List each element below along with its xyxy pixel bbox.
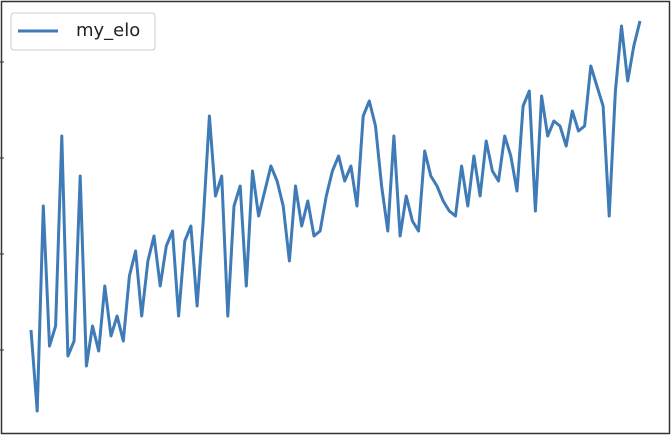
data-line (29, 20, 642, 413)
legend-label: my_elo (76, 20, 140, 41)
legend: my_elo (10, 12, 156, 51)
legend-box (10, 12, 156, 51)
